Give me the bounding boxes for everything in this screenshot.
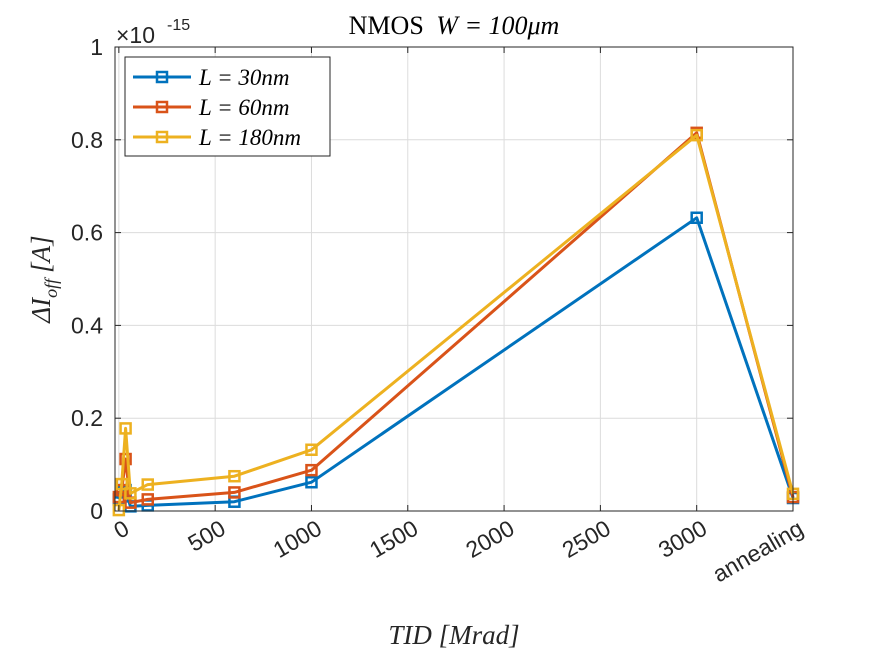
- data-point-marker: [690, 211, 703, 225]
- legend-label: L = 30nm: [198, 65, 290, 90]
- data-point-marker: [305, 443, 318, 457]
- data-point-marker: [305, 475, 318, 489]
- y-axis-label: ΔIoff [A]: [26, 235, 61, 323]
- series-line: [117, 133, 795, 511]
- legend-marker: [155, 130, 169, 144]
- ticks: [115, 46, 794, 512]
- y-tick-label: 0.6: [71, 220, 103, 246]
- legend-item-2: L = 60nm: [133, 95, 290, 120]
- y-tick-label: 0.4: [71, 312, 103, 338]
- y-axis-label-bracket: [A]: [26, 235, 56, 273]
- y-exponent-base: ×10: [116, 22, 155, 48]
- y-axis-label-main: ΔI: [26, 296, 56, 324]
- legend-item-3: L = 180nm: [133, 125, 301, 150]
- legend-items: L = 30nm L = 60nm L = 180nm: [133, 65, 301, 150]
- legend-marker: [155, 100, 169, 114]
- y-axis-label-sub: off: [41, 276, 61, 298]
- chart-title: NMOS W = 100μm: [349, 11, 560, 40]
- y-tick-label: 0.8: [71, 127, 103, 153]
- data-point-marker: [228, 486, 241, 499]
- chart-title-math: W = 100μm: [436, 11, 559, 40]
- x-axis-label: TID [Mrad]: [388, 620, 519, 650]
- legend-marker: [155, 70, 169, 84]
- y-tick-label: 0: [90, 498, 103, 524]
- legend: L = 30nm L = 60nm L = 180nm: [124, 56, 331, 157]
- data-point-marker: [115, 477, 128, 491]
- data-point-marker: [141, 478, 154, 491]
- legend-label: L = 60nm: [198, 95, 290, 120]
- series-layer: [112, 126, 800, 517]
- data-point-marker: [119, 422, 132, 435]
- y-exponent-power: -15: [167, 17, 190, 34]
- data-point-marker: [119, 452, 132, 466]
- y-tick-label: 0.2: [71, 405, 103, 431]
- legend-label: L = 180nm: [198, 125, 301, 150]
- y-tick-label: 1: [90, 34, 103, 60]
- series-3: [112, 128, 800, 517]
- legend-item-1: L = 30nm: [133, 65, 290, 90]
- svg-text:ΔIoff[A]: ΔIoff [A]: [26, 235, 61, 323]
- data-point-marker: [124, 487, 137, 500]
- y-tick-labels: 0 0.2 0.4 0.6 0.8 1: [71, 34, 103, 524]
- chart-title-prefix: NMOS: [349, 11, 424, 40]
- data-point-marker: [690, 128, 703, 142]
- data-point-marker: [228, 469, 241, 483]
- data-point-marker: [141, 493, 154, 506]
- data-point-marker: [305, 463, 318, 477]
